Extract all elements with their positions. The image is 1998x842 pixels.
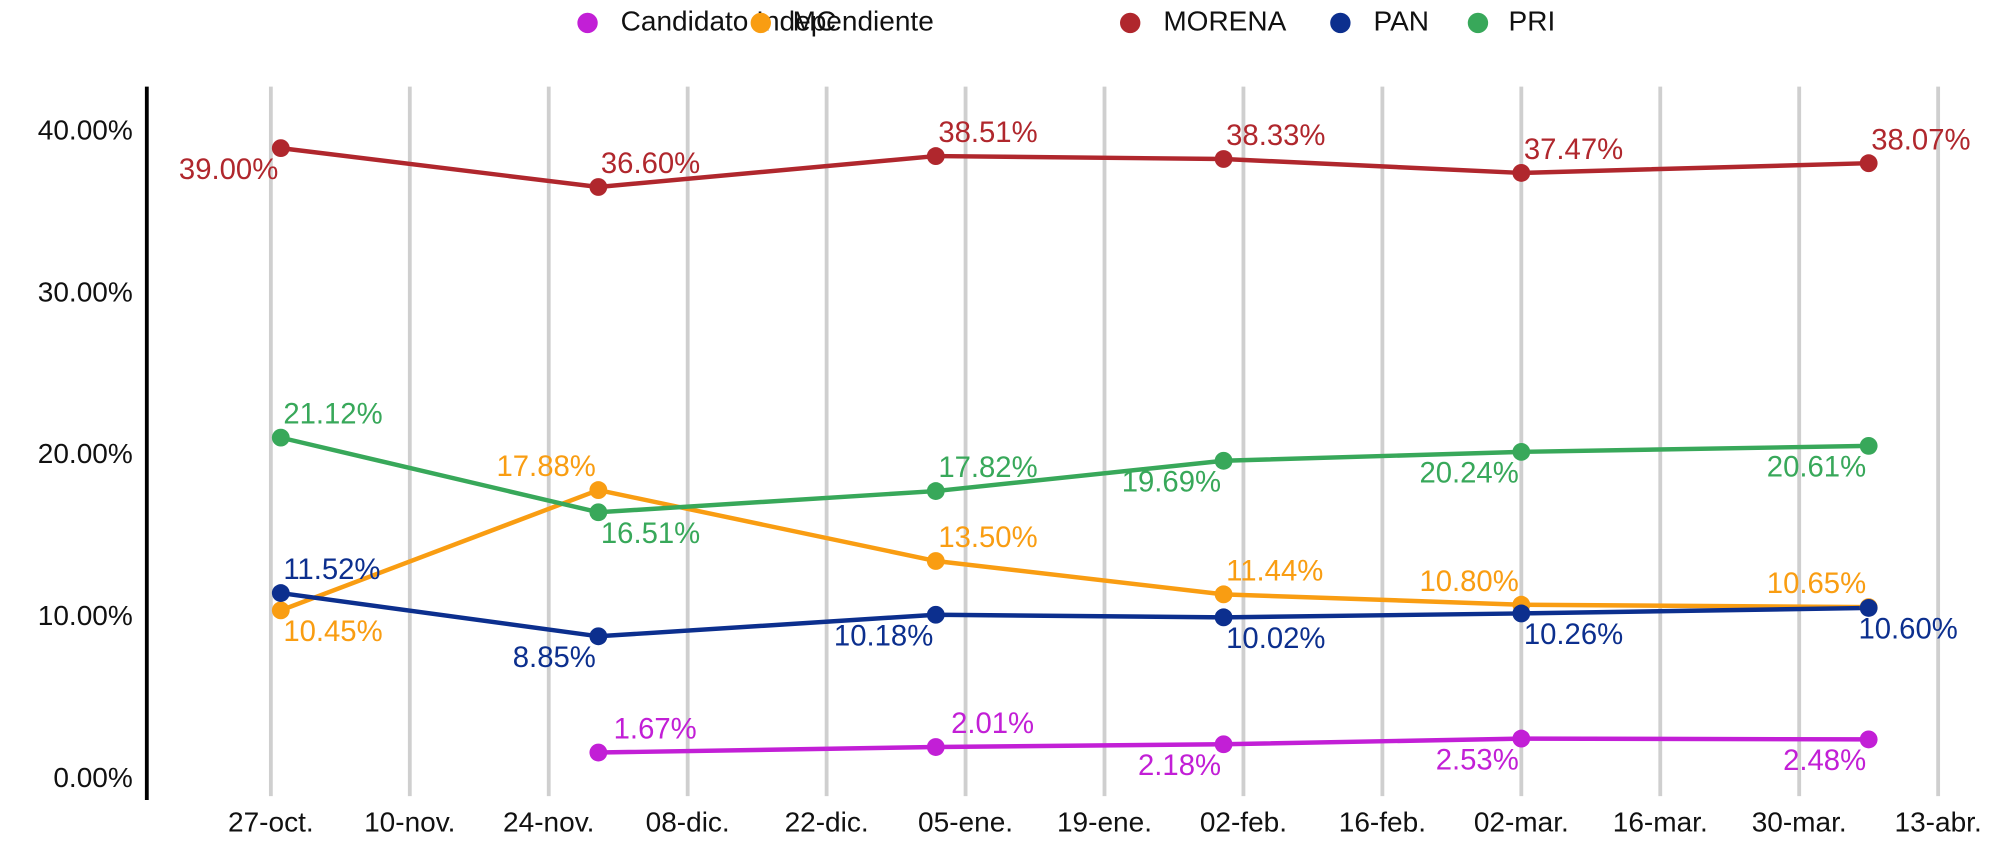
data-label: 13.50% (938, 521, 1037, 554)
y-tick-label: 40.00% (38, 114, 133, 145)
data-label: 1.67% (614, 713, 697, 746)
data-point (926, 738, 945, 756)
data-point (589, 503, 608, 522)
data-label: 17.82% (938, 451, 1037, 484)
data-label: 10.60% (1858, 613, 1957, 646)
x-tick-label: 16-feb. (1339, 807, 1426, 838)
data-label: 2.53% (1436, 743, 1519, 776)
data-label: 39.00% (179, 153, 278, 186)
x-tick-label: 22-dic. (785, 807, 869, 838)
data-label: 21.12% (283, 398, 382, 431)
data-label: 37.47% (1524, 133, 1623, 166)
data-label: 16.51% (601, 517, 700, 550)
data-label: 20.24% (1419, 457, 1518, 490)
data-point (589, 743, 608, 762)
data-point (926, 605, 945, 624)
series-line (280, 590, 1869, 639)
data-label: 11.44% (1226, 554, 1323, 587)
data-label: 2.01% (951, 707, 1034, 740)
legend-label: MORENA (1163, 5, 1286, 36)
x-tick-label: 19-ene. (1057, 807, 1152, 838)
data-point (926, 147, 945, 165)
data-label: 10.65% (1767, 567, 1866, 600)
legend-marker (1467, 12, 1489, 34)
series-line (280, 435, 1869, 515)
data-label: 36.60% (601, 147, 700, 180)
data-point (1859, 730, 1878, 749)
data-point (271, 601, 290, 620)
x-tick-label: 08-dic. (646, 807, 730, 838)
data-point (1512, 163, 1531, 182)
data-label: 8.85% (513, 641, 596, 674)
y-tick-label: 0.00% (53, 762, 132, 793)
data-label: 10.02% (1226, 622, 1325, 655)
data-label: 19.69% (1122, 465, 1221, 498)
series-line (598, 736, 1869, 755)
data-point (589, 627, 608, 646)
x-tick-label: 13-abr. (1895, 807, 1982, 838)
data-label: 38.33% (1226, 119, 1325, 152)
series-line (280, 145, 1869, 190)
data-point (1512, 442, 1531, 461)
data-label: 17.88% (497, 450, 596, 483)
data-label: 38.51% (938, 116, 1037, 149)
data-point (271, 584, 290, 602)
x-tick-label: 05-ene. (918, 807, 1013, 838)
data-label: 10.80% (1419, 565, 1518, 598)
data-point (1512, 729, 1531, 748)
data-point (1214, 585, 1233, 604)
x-tick-label: 24-nov. (503, 807, 594, 838)
x-tick-label: 02-feb. (1200, 807, 1287, 838)
legend-label: PRI (1509, 5, 1556, 36)
data-point (1859, 154, 1878, 173)
data-label: 2.48% (1783, 744, 1866, 777)
x-tick-label: 02-mar. (1474, 807, 1569, 838)
data-point (1214, 608, 1233, 627)
data-point (926, 482, 945, 500)
x-tick-label: 30-mar. (1752, 807, 1847, 838)
x-tick-label: 27-oct. (228, 807, 314, 838)
data-label: 38.07% (1871, 123, 1970, 156)
data-point (1214, 150, 1233, 168)
data-point (589, 178, 608, 196)
data-point (271, 428, 290, 447)
y-tick-label: 20.00% (38, 438, 133, 469)
legend-marker (577, 12, 598, 34)
data-label: 10.26% (1524, 618, 1623, 651)
legend-label: MC (793, 5, 837, 36)
data-point (1859, 599, 1878, 617)
data-point (589, 481, 608, 499)
data-label: 10.18% (834, 619, 933, 652)
legend-marker (750, 12, 771, 34)
data-label: 2.18% (1138, 749, 1221, 782)
y-tick-label: 30.00% (38, 276, 133, 307)
legend-label: Candidato Independiente (621, 5, 934, 36)
legend-label: PAN (1374, 5, 1430, 36)
series-line (279, 487, 1869, 613)
x-tick-label: 16-mar. (1613, 807, 1708, 838)
data-label: 11.52% (283, 553, 380, 586)
data-point (1214, 451, 1233, 470)
data-point (926, 552, 945, 570)
y-tick-label: 10.00% (38, 600, 133, 631)
legend-marker (1120, 12, 1141, 34)
data-point (271, 139, 290, 158)
data-label: 10.45% (283, 615, 382, 648)
data-label: 20.61% (1767, 451, 1866, 484)
data-point (1859, 436, 1878, 455)
data-point (1512, 604, 1531, 623)
data-point (1214, 735, 1233, 754)
legend-marker (1330, 12, 1351, 34)
x-tick-label: 10-nov. (364, 807, 455, 838)
